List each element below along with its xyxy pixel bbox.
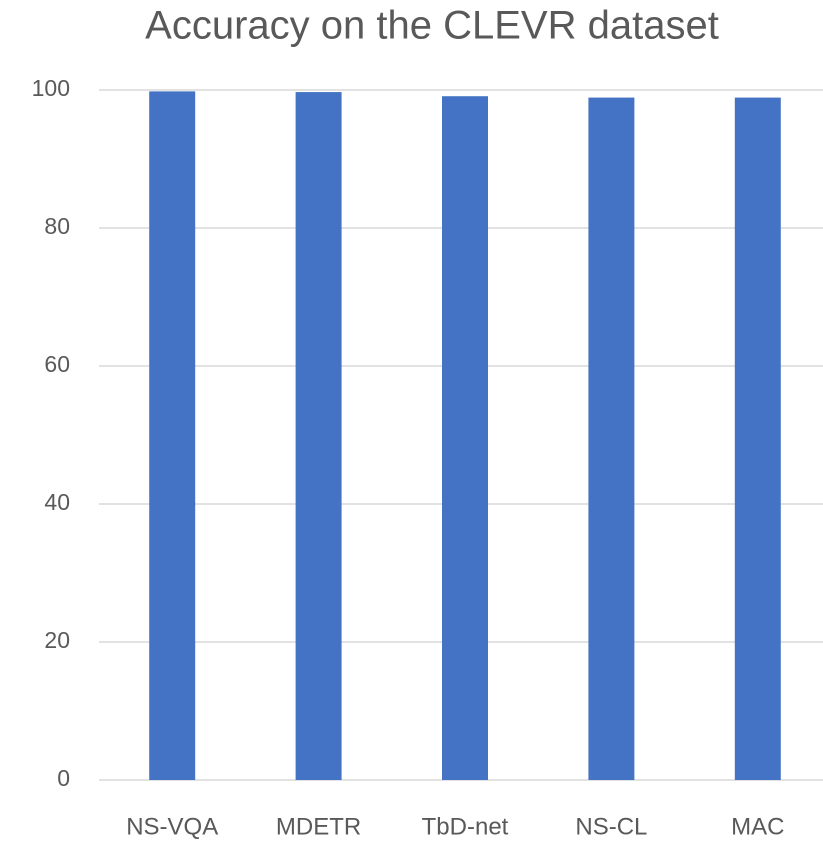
y-tick-label: 80 <box>44 213 70 239</box>
x-tick-label: NS-CL <box>575 813 647 840</box>
y-tick-label: 60 <box>44 351 70 377</box>
x-tick-label: TbD-net <box>422 813 509 840</box>
bar <box>149 91 196 780</box>
y-tick-label: 0 <box>57 765 70 791</box>
chart-title: Accuracy on the CLEVR dataset <box>145 4 719 48</box>
bar <box>442 96 488 780</box>
y-tick-label: 100 <box>32 75 70 101</box>
bar <box>588 97 635 781</box>
x-tick-label: MDETR <box>276 813 361 840</box>
bar <box>295 92 342 780</box>
bar <box>734 97 781 781</box>
x-tick-label: NS-VQA <box>126 813 218 840</box>
x-tick-label: MAC <box>731 813 784 840</box>
y-tick-label: 20 <box>44 627 70 653</box>
y-tick-label: 40 <box>44 489 70 515</box>
